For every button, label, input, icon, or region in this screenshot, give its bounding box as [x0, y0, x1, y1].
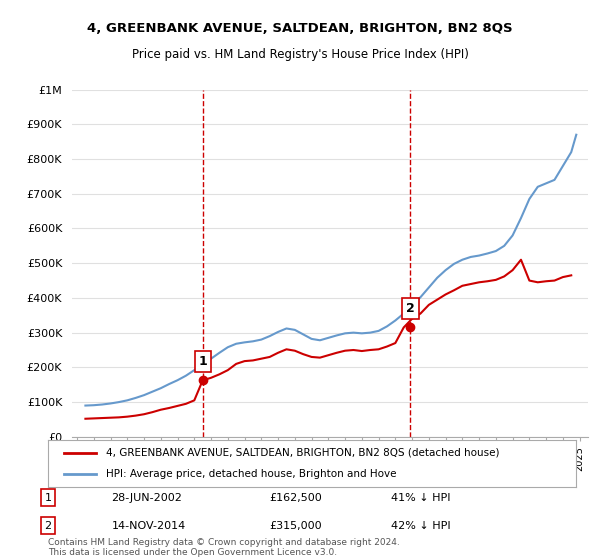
Text: 1: 1	[199, 355, 207, 368]
Text: £315,000: £315,000	[270, 521, 322, 531]
Text: 42% ↓ HPI: 42% ↓ HPI	[391, 521, 451, 531]
Text: 2: 2	[44, 521, 52, 531]
Text: 41% ↓ HPI: 41% ↓ HPI	[391, 493, 451, 503]
Text: £162,500: £162,500	[270, 493, 323, 503]
Text: 1: 1	[44, 493, 52, 503]
Text: 14-NOV-2014: 14-NOV-2014	[112, 521, 185, 531]
Text: Contains HM Land Registry data © Crown copyright and database right 2024.
This d: Contains HM Land Registry data © Crown c…	[48, 538, 400, 557]
Text: 4, GREENBANK AVENUE, SALTDEAN, BRIGHTON, BN2 8QS: 4, GREENBANK AVENUE, SALTDEAN, BRIGHTON,…	[87, 22, 513, 35]
Text: HPI: Average price, detached house, Brighton and Hove: HPI: Average price, detached house, Brig…	[106, 469, 397, 479]
Text: 28-JUN-2002: 28-JUN-2002	[112, 493, 182, 503]
Text: 4, GREENBANK AVENUE, SALTDEAN, BRIGHTON, BN2 8QS (detached house): 4, GREENBANK AVENUE, SALTDEAN, BRIGHTON,…	[106, 448, 500, 458]
Text: 2: 2	[406, 302, 415, 315]
Text: Price paid vs. HM Land Registry's House Price Index (HPI): Price paid vs. HM Land Registry's House …	[131, 48, 469, 60]
